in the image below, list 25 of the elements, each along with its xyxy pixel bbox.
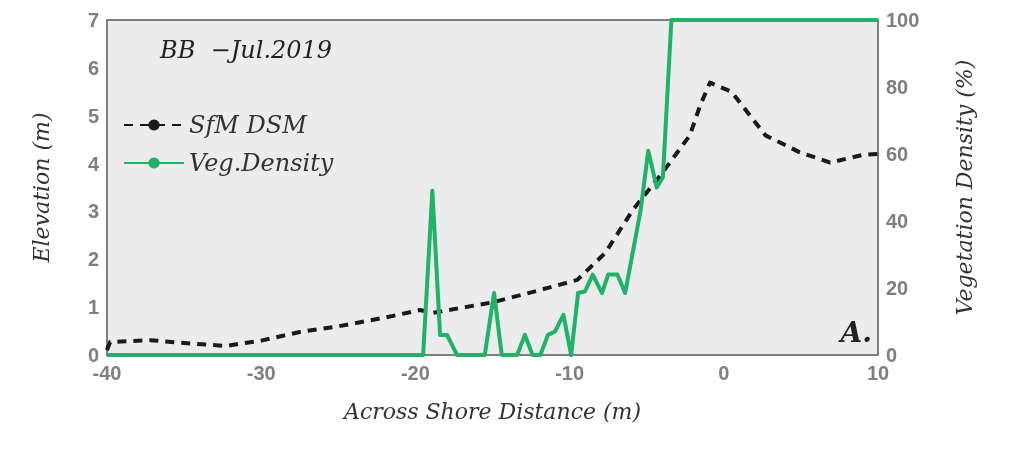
y2-tick-label: 40 xyxy=(886,210,909,232)
y2-tick-label: 100 xyxy=(886,9,920,31)
y2-tick-label: 20 xyxy=(886,277,909,299)
y-tick-label: 4 xyxy=(87,152,100,175)
y-tick-label: 5 xyxy=(87,104,99,127)
y-axis-title: Elevation (m) xyxy=(28,112,54,264)
y-tick-label: 1 xyxy=(87,296,99,319)
x-tick-label: -20 xyxy=(400,362,430,384)
y-tick-label: 2 xyxy=(87,248,99,271)
line-series xyxy=(105,80,880,353)
annotation: A. xyxy=(837,315,873,349)
x-tick-label: 0 xyxy=(718,362,730,384)
line-series xyxy=(105,18,880,357)
x-axis-title: Across Shore Distance (m) xyxy=(341,398,642,424)
y-tick-label: 6 xyxy=(87,56,99,79)
annotation: BB −Jul.2019 xyxy=(159,36,333,64)
x-tick-label: -30 xyxy=(246,362,276,384)
legend-label: Veg.Density xyxy=(189,149,334,177)
y2-axis-title: Vegetation Density (%) xyxy=(951,59,977,316)
y-tick-label: 7 xyxy=(87,9,99,31)
y-tick-label: 3 xyxy=(87,200,99,223)
x-tick-label: -10 xyxy=(555,362,585,384)
legend-label: SfM DSM xyxy=(189,111,309,139)
y2-tick-label: 80 xyxy=(886,76,909,98)
y2-tick-label: 60 xyxy=(886,143,909,165)
